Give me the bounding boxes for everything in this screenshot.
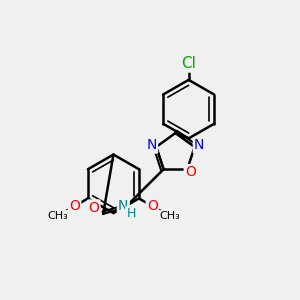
- Text: CH₃: CH₃: [159, 211, 180, 221]
- Text: O: O: [88, 201, 99, 215]
- Text: N: N: [118, 199, 128, 213]
- Text: CH₃: CH₃: [47, 211, 68, 221]
- Text: O: O: [147, 199, 158, 213]
- Text: N: N: [194, 138, 205, 152]
- Text: Cl: Cl: [181, 56, 196, 71]
- Text: O: O: [185, 165, 196, 179]
- Text: N: N: [146, 138, 157, 152]
- Text: H: H: [126, 207, 136, 220]
- Text: O: O: [69, 199, 80, 213]
